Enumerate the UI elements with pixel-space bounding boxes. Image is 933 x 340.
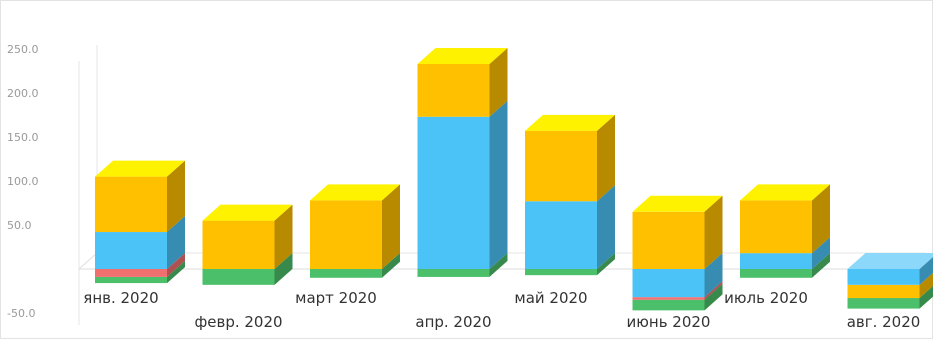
y-tick-label: 250.0 — [7, 43, 39, 56]
x-category-label: май 2020 — [514, 289, 587, 307]
bar-segment-front — [418, 117, 490, 269]
bar-segment-front — [633, 297, 705, 300]
bar-segment-front — [310, 269, 382, 278]
zero-floor-edge — [79, 253, 97, 269]
bar-segment-front — [848, 298, 920, 309]
bar-segment-front — [203, 221, 275, 269]
y-tick-label: 150.0 — [7, 131, 39, 144]
bar-segment-front — [525, 131, 597, 201]
bar-segment-front — [740, 253, 812, 269]
x-category-label: авг. 2020 — [847, 313, 921, 331]
y-tick-label: -50.0 — [7, 307, 35, 320]
bar-segment-front — [633, 212, 705, 269]
bar-segment-front — [95, 269, 167, 277]
x-category-label: июнь 2020 — [627, 313, 711, 331]
bar-segment-front — [848, 269, 920, 285]
y-tick-label: 50.0 — [7, 219, 32, 232]
bar-segment-front — [203, 269, 275, 285]
bar-segment-front — [95, 277, 167, 283]
bar-segment-front — [740, 269, 812, 278]
bar-segment-front — [525, 201, 597, 269]
y-tick-label: 100.0 — [7, 175, 39, 188]
bar-segment-front — [633, 269, 705, 297]
bar-segment-front — [848, 285, 920, 298]
bar-segment-front — [418, 64, 490, 117]
x-category-label: апр. 2020 — [415, 313, 491, 331]
bar-top-face — [848, 253, 933, 269]
bar-segment-front — [95, 177, 167, 232]
bar-segment-front — [740, 200, 812, 253]
x-category-label: янв. 2020 — [83, 289, 158, 307]
y-tick-label: 200.0 — [7, 87, 39, 100]
bar-segment-front — [525, 269, 597, 275]
x-category-label: март 2020 — [295, 289, 377, 307]
x-category-label: июль 2020 — [724, 289, 808, 307]
bar-segment-front — [418, 269, 490, 277]
bar-segment-front — [633, 300, 705, 311]
bar-segment-front — [310, 200, 382, 269]
x-category-label: февр. 2020 — [194, 313, 282, 331]
bar-segment-front — [95, 232, 167, 269]
bar-segment-side — [490, 101, 508, 269]
